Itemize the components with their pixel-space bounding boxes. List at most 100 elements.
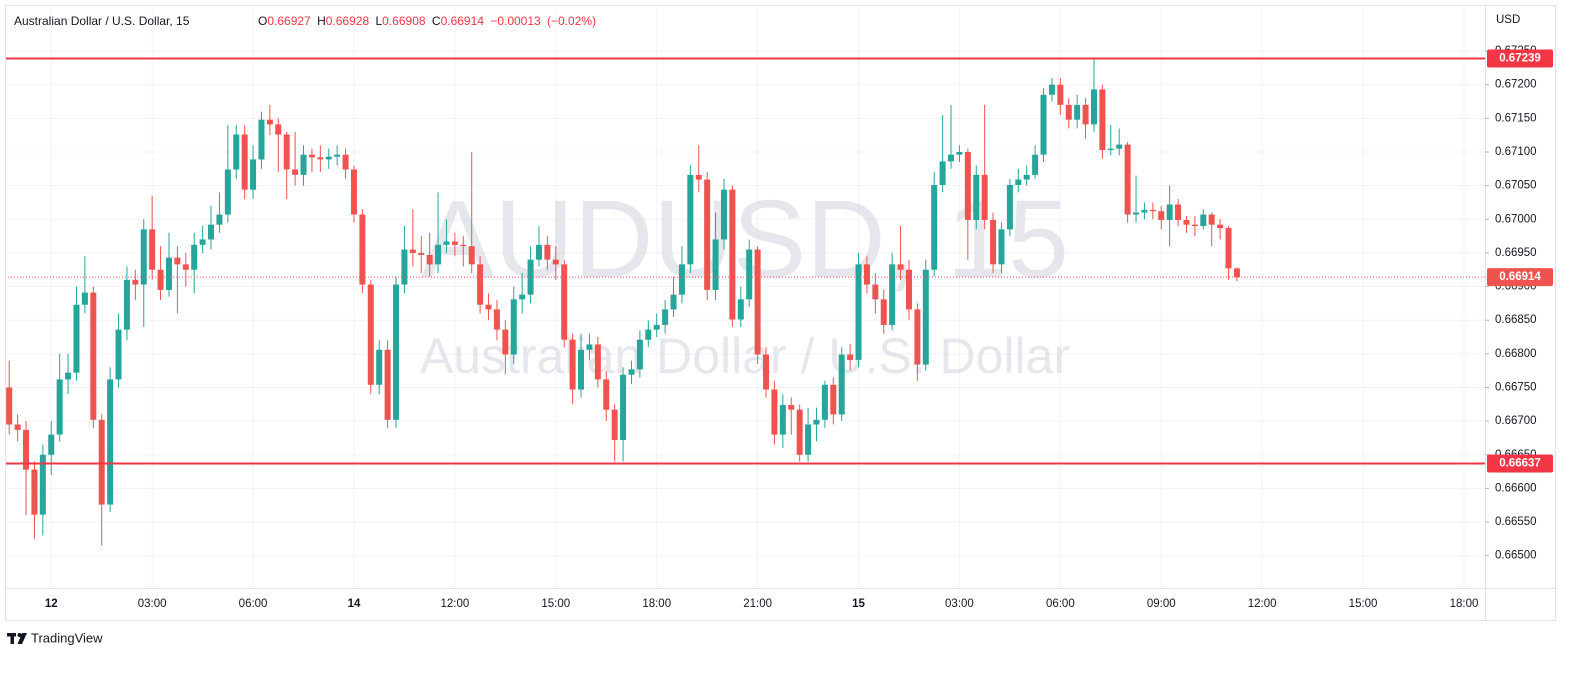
y-tick-label: 0.67050	[1495, 180, 1537, 192]
candle-body	[48, 434, 55, 455]
y-tick-label: 0.67150	[1495, 112, 1537, 124]
candle-body	[451, 241, 458, 245]
candle-body	[1191, 224, 1198, 227]
candle-body	[628, 369, 635, 375]
x-tick-label: 21:00	[743, 598, 772, 610]
logo-shape	[10, 633, 14, 644]
candle-body	[670, 294, 677, 310]
candle-body	[653, 324, 660, 330]
x-tick-label: 15	[852, 598, 865, 610]
price-label-box	[1487, 49, 1553, 68]
candle-body	[418, 252, 425, 255]
candle-body	[1175, 204, 1182, 220]
legend-key: C	[432, 14, 441, 28]
candle-body	[233, 134, 240, 170]
candle-body	[14, 424, 21, 430]
x-tick-label: 12:00	[440, 598, 469, 610]
legend-value: 0.66908	[382, 14, 426, 28]
candle-body	[250, 159, 257, 190]
x-tick-label: 12:00	[1248, 598, 1277, 610]
candle-body	[216, 214, 223, 225]
candle-body	[1149, 209, 1156, 212]
candle-body	[90, 292, 97, 420]
currency-label: USD	[1496, 14, 1520, 26]
x-tick-label: 03:00	[138, 598, 167, 610]
legend-key: H	[317, 14, 326, 28]
candle-body	[855, 264, 862, 360]
candle-body	[1200, 214, 1207, 227]
symbol-title: Australian Dollar / U.S. Dollar, 15	[14, 14, 190, 28]
frame	[5, 5, 1556, 621]
candle-body	[1141, 209, 1148, 213]
candle-body	[905, 269, 912, 310]
price-label: 0.66637	[1499, 458, 1541, 470]
candle-body	[292, 169, 299, 175]
candle-body	[123, 279, 130, 330]
y-tick-label: 0.66950	[1495, 247, 1537, 259]
candle-body	[704, 179, 711, 290]
candle-body	[1032, 154, 1039, 175]
candle-body	[889, 264, 896, 325]
candle-body	[443, 241, 450, 245]
candle-body	[325, 156, 332, 160]
candle-body	[1183, 219, 1190, 225]
y-tick-label: 0.66500	[1495, 550, 1537, 562]
candle-body	[115, 329, 122, 380]
candle-body	[779, 404, 786, 435]
x-tick-label: 06:00	[1046, 598, 1075, 610]
candle-body	[771, 389, 778, 435]
candle-body	[384, 349, 391, 420]
candle-body	[931, 184, 938, 270]
candle-body	[662, 309, 669, 325]
candle-body	[586, 344, 593, 350]
x-tick-label: 15:00	[1349, 598, 1378, 610]
y-tick-label: 0.66550	[1495, 516, 1537, 528]
legend-key: O	[258, 14, 267, 28]
last-price-label: 0.66914	[1499, 271, 1541, 283]
candle-body	[788, 404, 795, 410]
candle-body	[149, 229, 156, 270]
x-tick-label: 09:00	[1147, 598, 1176, 610]
candle-body	[1006, 184, 1013, 230]
candle-body	[283, 134, 290, 170]
candle-body	[746, 249, 753, 300]
candle-body	[409, 249, 416, 253]
candles	[6, 58, 1240, 546]
watermark-subtitle: Australian Dollar / U.S. Dollar	[420, 328, 1070, 384]
candle-body	[956, 151, 963, 155]
y-tick-label: 0.67200	[1495, 79, 1537, 91]
candle-body	[1158, 211, 1165, 220]
y-tick-label: 0.66800	[1495, 348, 1537, 360]
candle-body	[510, 299, 517, 355]
candle-body	[39, 454, 46, 515]
candle-body	[611, 409, 618, 440]
candle-body	[897, 264, 904, 270]
price-label: 0.67239	[1499, 52, 1541, 64]
overlays	[5, 57, 1485, 465]
candle-body	[569, 339, 576, 390]
candle-body	[914, 309, 921, 365]
candle-body	[1040, 94, 1047, 155]
axes: 0.665000.665500.666000.666500.667000.667…	[45, 45, 1553, 610]
candle-body	[578, 349, 585, 390]
candle-body	[132, 279, 139, 285]
candle-body	[502, 329, 509, 355]
candle-body	[754, 249, 761, 355]
candle-body	[65, 372, 72, 380]
y-tick-label: 0.67100	[1495, 146, 1537, 158]
candle-body	[544, 244, 551, 260]
candle-body	[863, 264, 870, 285]
y-tick-label: 0.67000	[1495, 213, 1537, 225]
watermark: AUDUSD, 15	[421, 178, 1069, 301]
candle-body	[603, 379, 610, 410]
candle-body	[594, 344, 601, 380]
candle-body	[350, 169, 357, 215]
candle-body	[485, 304, 492, 310]
grid	[5, 5, 1485, 588]
candle-body	[241, 134, 248, 190]
candle-body	[695, 174, 702, 180]
candle-body	[81, 292, 88, 305]
candle-body	[552, 259, 559, 265]
x-tick-label: 06:00	[239, 598, 268, 610]
